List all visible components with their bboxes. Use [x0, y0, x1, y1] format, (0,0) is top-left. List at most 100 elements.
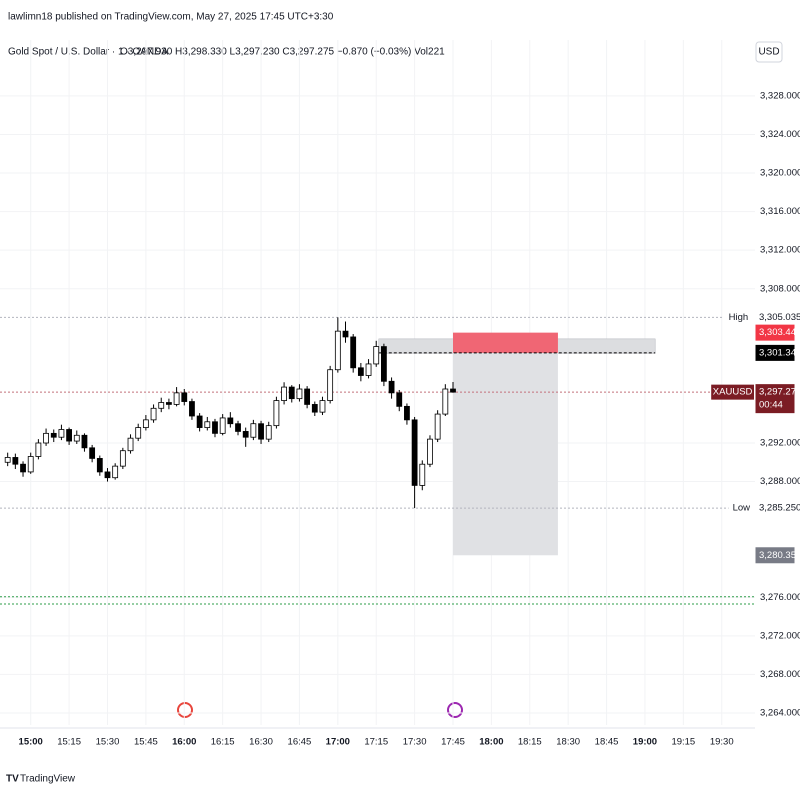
candle-body — [12, 457, 19, 465]
candle-body — [58, 429, 65, 438]
candle-body — [96, 458, 103, 473]
x-tick-label: 18:00 — [479, 737, 503, 748]
plot-layer — [0, 40, 755, 725]
candle-body — [365, 363, 372, 376]
price-name: High — [729, 312, 749, 323]
candle-body — [219, 417, 226, 434]
price-label-box — [755, 384, 795, 414]
x-tick-label: 15:00 — [19, 737, 43, 748]
candle-body — [342, 330, 349, 338]
x-tick-label: 17:15 — [364, 737, 388, 748]
candle-body — [334, 330, 341, 371]
y-tick-label: 3,272.000 — [760, 630, 800, 641]
candle-body — [442, 388, 449, 415]
candle-body — [135, 427, 142, 439]
candle-body — [296, 388, 303, 400]
candle-body — [311, 404, 318, 413]
x-tick-label: 17:45 — [441, 737, 465, 748]
candle-body — [434, 413, 441, 440]
x-tick-label: 16:30 — [249, 737, 273, 748]
candle-body — [173, 392, 180, 405]
price-label-box — [755, 500, 795, 517]
x-tick-label: 18:45 — [595, 737, 619, 748]
price-name: XAUUSD — [713, 387, 753, 398]
event-icon — [447, 702, 463, 718]
candle-body — [158, 402, 165, 409]
candle-body — [319, 400, 326, 413]
candle-body — [196, 415, 203, 428]
candle-body — [273, 400, 280, 427]
candle-body — [258, 423, 264, 440]
ohlc-legend: O3,297.930 H3,298.330 L3,297.230 C3,297.… — [120, 47, 445, 58]
candle-body — [380, 346, 387, 382]
price-label: 3,297.275 — [759, 387, 800, 398]
y-tick-label: 3,292.000 — [760, 438, 800, 449]
y-tick-label: 3,268.000 — [760, 669, 800, 680]
brand-logo: TV — [6, 774, 19, 785]
y-tick-label: 3,316.000 — [760, 206, 800, 217]
candle-body — [242, 431, 249, 438]
currency-box — [755, 41, 783, 63]
x-tick-label: 19:00 — [633, 737, 657, 748]
x-tick-label: 18:30 — [556, 737, 580, 748]
y-tick-label: 3,328.000 — [760, 90, 800, 101]
candle-body — [112, 465, 119, 479]
y-tick-label: 3,320.000 — [760, 168, 800, 179]
candle-body — [281, 386, 287, 401]
candle-body — [89, 447, 96, 459]
candle-body — [73, 434, 80, 442]
x-tick-label: 17:30 — [403, 737, 427, 748]
candle-body — [27, 456, 34, 473]
position-stop — [453, 332, 558, 353]
price-name-box — [722, 309, 754, 325]
candle-body — [427, 438, 433, 465]
candle-body — [250, 423, 257, 438]
countdown: 00:44 — [759, 400, 783, 411]
candle-body — [104, 471, 111, 479]
price-name: Low — [733, 503, 751, 514]
candle-body — [119, 450, 126, 467]
y-tick-label: 3,264.000 — [760, 707, 800, 718]
y-tick-label: 3,324.000 — [760, 129, 800, 140]
candle-body — [350, 336, 357, 369]
event-icon — [177, 702, 193, 718]
x-tick-label: 16:15 — [211, 737, 235, 748]
candle-body — [181, 392, 188, 402]
x-tick-label: 15:15 — [57, 737, 81, 748]
x-tick-label: 19:15 — [671, 737, 695, 748]
candle-body — [373, 346, 380, 365]
candle-body — [150, 407, 157, 421]
candle-body — [227, 417, 234, 425]
position-target — [453, 352, 558, 556]
price-label: 3,285.250 — [759, 503, 800, 514]
x-tick-label: 19:30 — [710, 737, 734, 748]
candle-body — [235, 423, 241, 432]
candle-body — [411, 419, 418, 486]
candle-body — [396, 392, 403, 407]
x-tick-label: 17:00 — [326, 737, 350, 748]
candle-body — [66, 429, 73, 442]
y-tick-label: 3,276.000 — [760, 592, 800, 603]
candle-body — [288, 386, 295, 400]
y-tick-label: 3,312.000 — [760, 245, 800, 256]
candle-body — [50, 432, 57, 438]
x-tick-label: 15:30 — [96, 737, 120, 748]
candle-body — [142, 419, 149, 428]
price-name-box — [728, 500, 754, 516]
candle-body — [166, 402, 172, 405]
candle-body — [265, 425, 272, 440]
candle-body — [327, 369, 334, 401]
candle-body — [357, 367, 364, 376]
x-tick-label: 15:45 — [134, 737, 158, 748]
price-label-box — [755, 344, 795, 361]
price-label-box — [755, 547, 795, 564]
price-label: 3,305.035 — [759, 312, 800, 323]
candle-body — [204, 421, 211, 428]
price-label: 3,280.355 — [759, 550, 800, 561]
x-tick-label: 16:00 — [172, 737, 196, 748]
candle-body — [35, 442, 42, 457]
candle-body — [304, 388, 311, 405]
candle-body — [20, 463, 26, 473]
x-tick-label: 18:15 — [518, 737, 542, 748]
